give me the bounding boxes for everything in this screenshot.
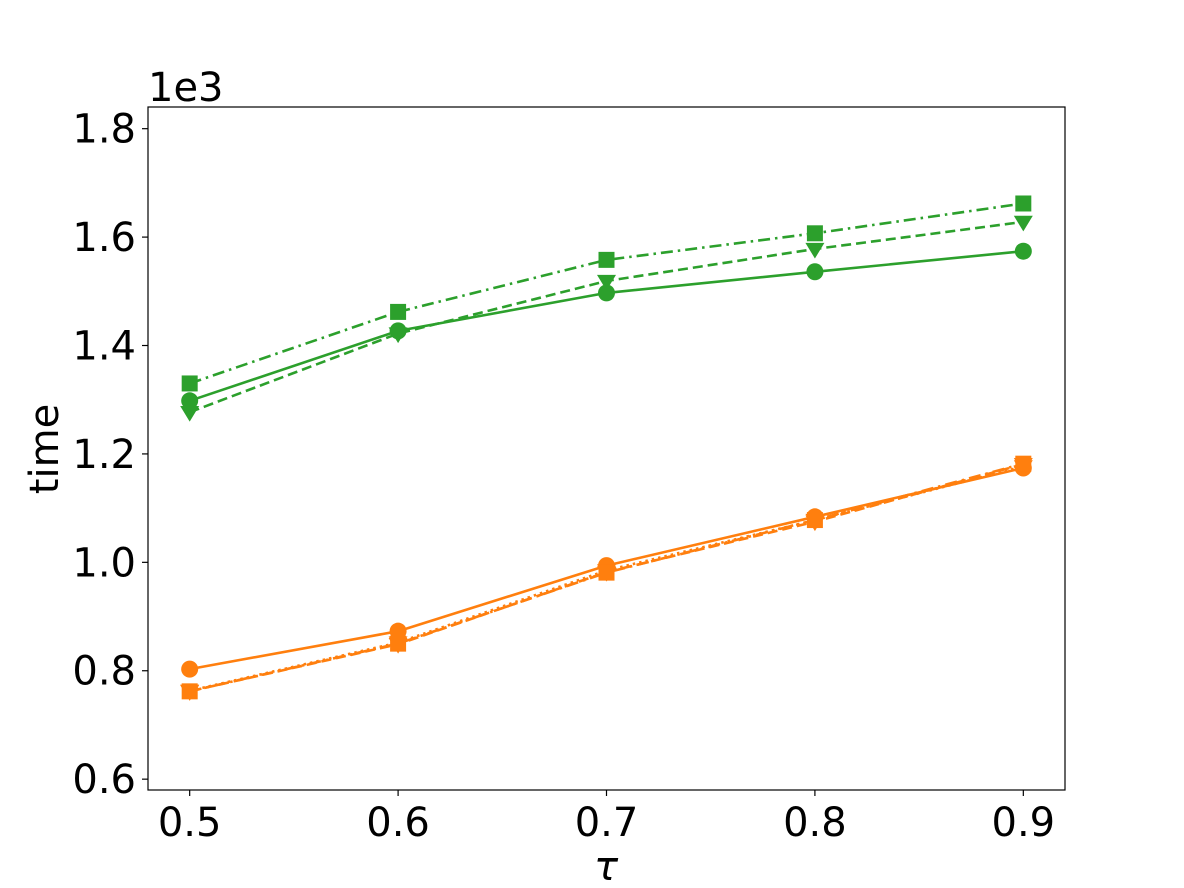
data-point-square — [806, 512, 823, 529]
x-tick-label: 0.9 — [992, 800, 1056, 846]
series-6 — [181, 455, 1032, 700]
data-point-square — [598, 564, 615, 581]
data-point-square — [806, 225, 823, 242]
series-layer — [180, 195, 1033, 701]
data-point-square — [390, 635, 407, 652]
data-point-square — [598, 251, 615, 268]
series-2 — [181, 195, 1032, 392]
y-tick-label: 1.6 — [72, 215, 136, 261]
y-axis: 0.6 0.8 1.0 1.2 1.4 1.6 1.8 — [72, 107, 148, 803]
data-point-square — [1015, 195, 1032, 212]
data-point-square — [1015, 455, 1032, 472]
data-point-triangle — [388, 327, 408, 344]
data-point-square — [181, 375, 198, 392]
y-tick-label: 1.8 — [72, 107, 136, 153]
series-0 — [181, 242, 1032, 410]
y-axis-title: time — [22, 404, 68, 494]
plot-area — [148, 107, 1065, 790]
y-tick-label: 0.8 — [72, 649, 136, 695]
y-tick-label: 0.6 — [72, 757, 136, 803]
data-point-triangle — [597, 274, 616, 291]
data-point-circle — [181, 392, 199, 410]
data-point-square — [181, 683, 198, 700]
x-tick-label: 0.5 — [158, 800, 222, 846]
x-tick-label: 0.8 — [783, 800, 847, 846]
y-tick-label: 1.0 — [72, 540, 136, 586]
data-point-circle — [181, 660, 199, 678]
y-tick-label: 1.2 — [72, 432, 136, 478]
series-1 — [180, 215, 1033, 422]
y-offset-label: 1e3 — [148, 65, 224, 111]
data-point-circle — [389, 622, 407, 640]
data-point-triangle — [805, 242, 825, 259]
data-point-square — [390, 303, 407, 320]
data-point-circle — [598, 284, 615, 302]
x-axis: 0.5 0.6 0.7 0.8 0.9 — [158, 790, 1055, 846]
y-tick-label: 1.4 — [72, 324, 136, 370]
x-tick-label: 0.6 — [366, 800, 430, 846]
data-point-triangle — [180, 406, 200, 422]
data-point-circle — [1014, 242, 1032, 260]
data-point-triangle — [1013, 215, 1033, 232]
x-axis-title: τ — [594, 844, 619, 888]
data-point-circle — [806, 263, 824, 281]
x-tick-label: 0.7 — [575, 800, 639, 846]
